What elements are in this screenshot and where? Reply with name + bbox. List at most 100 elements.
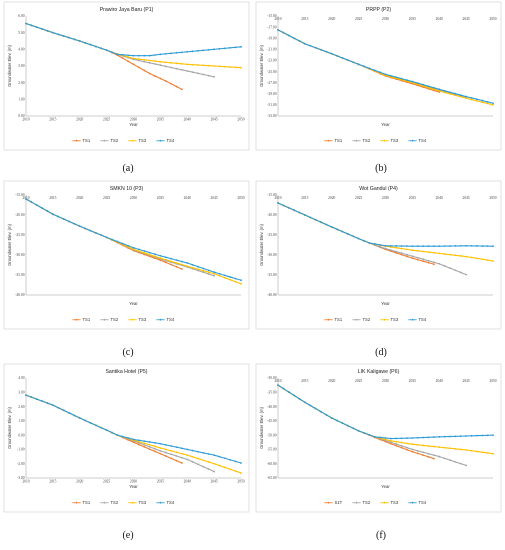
panel-sublabel: (e) [122, 530, 133, 541]
data-point [164, 65, 167, 68]
data-point [116, 434, 119, 437]
data-point [207, 273, 210, 275]
legend-marker [327, 139, 330, 142]
data-point [411, 80, 414, 83]
data-point [389, 441, 392, 444]
data-point [94, 232, 97, 234]
data-point [406, 253, 408, 256]
y-tick-label: -3.00 [17, 476, 25, 480]
data-point [175, 259, 178, 262]
data-point [422, 444, 425, 447]
data-point [132, 248, 135, 251]
data-point [411, 443, 414, 446]
y-tick-label: -40.00 [267, 293, 276, 297]
data-point [180, 88, 183, 91]
x-tick-label: 2030 [382, 196, 389, 200]
legend-marker [159, 139, 162, 142]
data-point [432, 457, 435, 460]
data-point [143, 445, 146, 448]
data-point [373, 243, 376, 245]
data-point [395, 444, 398, 447]
y-tick-label: -2.00 [17, 462, 25, 466]
data-point [154, 54, 156, 56]
data-point [443, 457, 446, 460]
data-point [207, 269, 210, 272]
data-point [427, 86, 430, 89]
data-point [406, 442, 408, 445]
data-point [105, 429, 108, 432]
data-point [459, 94, 462, 97]
data-point [363, 65, 365, 68]
data-point [432, 261, 435, 264]
data-point [449, 92, 451, 95]
data-point [62, 35, 65, 37]
data-point [121, 57, 124, 60]
y-axis-label: Groundwater Elev. (m) [7, 223, 12, 265]
data-point [159, 77, 162, 80]
y-axis-label: Groundwater Elev. (m) [259, 406, 264, 448]
data-point [395, 246, 398, 249]
data-point [459, 271, 462, 274]
legend-label: TS4 [419, 317, 427, 322]
data-point [432, 454, 435, 457]
x-tick-label: 2025 [355, 17, 362, 21]
data-point [470, 244, 473, 247]
data-point [465, 273, 468, 276]
data-point [481, 245, 484, 247]
data-point [202, 73, 205, 76]
y-tick-label: -40.00 [267, 405, 276, 409]
data-point [154, 253, 156, 256]
data-point [191, 449, 194, 452]
data-point [465, 435, 468, 437]
data-point [121, 435, 124, 438]
data-point [180, 456, 183, 459]
data-point [427, 85, 430, 88]
data-point [73, 38, 76, 41]
data-point [411, 450, 414, 453]
data-point [73, 222, 76, 225]
data-point [454, 460, 457, 463]
chart-panel-p4: Wot Gandul (P4) -15.00 -20.00 -25.00 -30.00 -… [255, 180, 502, 330]
panel-frame [3, 180, 250, 330]
legend-marker [159, 501, 162, 504]
data-point [229, 458, 232, 461]
data-point [180, 268, 183, 270]
data-point [470, 256, 473, 259]
data-point [175, 262, 178, 264]
data-point [159, 254, 162, 257]
x-tick-label: 2050 [489, 17, 496, 21]
data-point [223, 457, 226, 460]
data-point [197, 49, 199, 52]
data-point [186, 448, 189, 451]
legend-marker [131, 318, 134, 321]
data-point [314, 218, 317, 221]
data-point [218, 47, 221, 50]
data-point [443, 253, 446, 255]
data-point [422, 258, 425, 261]
x-tick-label: 2010 [22, 480, 29, 484]
data-point [159, 452, 162, 455]
x-tick-label: 2030 [130, 196, 137, 200]
data-point [154, 75, 156, 77]
x-tick-label: 2025 [103, 196, 110, 200]
data-point [89, 43, 92, 46]
data-point [411, 255, 414, 258]
data-point [449, 267, 451, 270]
data-point [368, 242, 371, 244]
data-point [352, 61, 355, 64]
legend-label: TS2 [111, 317, 119, 322]
data-point [175, 455, 178, 457]
data-point [159, 60, 162, 63]
legend-label: TS4 [419, 500, 427, 505]
data-point [78, 40, 81, 42]
data-point [373, 69, 376, 72]
data-point [438, 446, 441, 449]
data-point [395, 250, 398, 253]
y-tick-label: -60.00 [267, 462, 276, 466]
data-point [35, 26, 38, 29]
data-point [416, 256, 419, 259]
data-point [481, 451, 484, 454]
data-point [314, 407, 317, 410]
data-point [127, 246, 130, 248]
legend-marker [383, 139, 386, 142]
